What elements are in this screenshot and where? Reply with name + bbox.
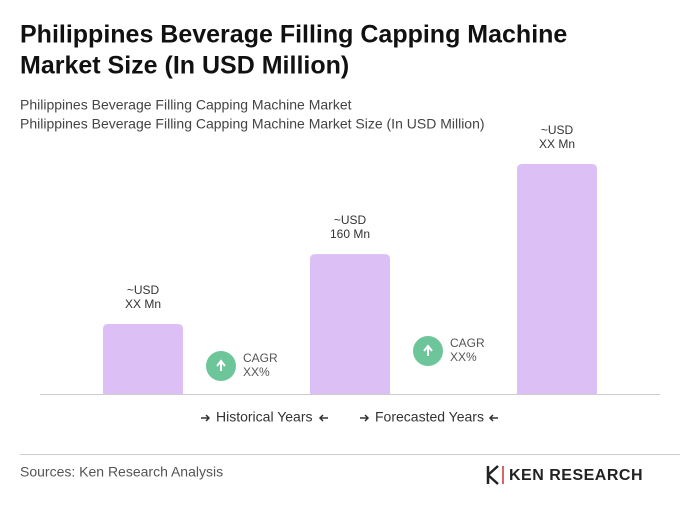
legend-arrow [488, 414, 498, 422]
value-label: 160 Mn [330, 227, 370, 241]
value-label: XX Mn [125, 297, 161, 311]
logo-icon [486, 465, 499, 485]
legend-arrow [360, 414, 370, 422]
legend-label: Historical Years [216, 409, 313, 425]
bar [310, 254, 390, 394]
cagr-label: CAGR [450, 336, 485, 350]
cagr-label: XX% [450, 350, 477, 364]
logo: KEN RESEARCH [486, 465, 643, 485]
cagr-arrow [423, 344, 433, 356]
bar [517, 164, 597, 394]
value-label: ~USD [334, 213, 367, 227]
legend-label: Forecasted Years [375, 409, 484, 425]
logo-text: KEN RESEARCH [509, 467, 643, 484]
value-label: ~USD [127, 283, 160, 297]
subtitle: Philippines Beverage Filling Capping Mac… [20, 97, 352, 113]
legend-arrow [201, 414, 211, 422]
cagr-label: CAGR [243, 351, 278, 365]
subtitle: Philippines Beverage Filling Capping Mac… [20, 116, 485, 132]
cagr-label: XX% [243, 365, 270, 379]
chart-title: Market Size (In USD Million) [20, 52, 349, 80]
source: Sources: Ken Research Analysis [20, 464, 223, 480]
value-label: XX Mn [539, 137, 575, 151]
legend-arrow [318, 414, 328, 422]
value-label: ~USD [541, 123, 574, 137]
chart-title: Philippines Beverage Filling Capping Mac… [20, 21, 567, 49]
cagr-arrow [216, 359, 226, 371]
bar [103, 324, 183, 394]
